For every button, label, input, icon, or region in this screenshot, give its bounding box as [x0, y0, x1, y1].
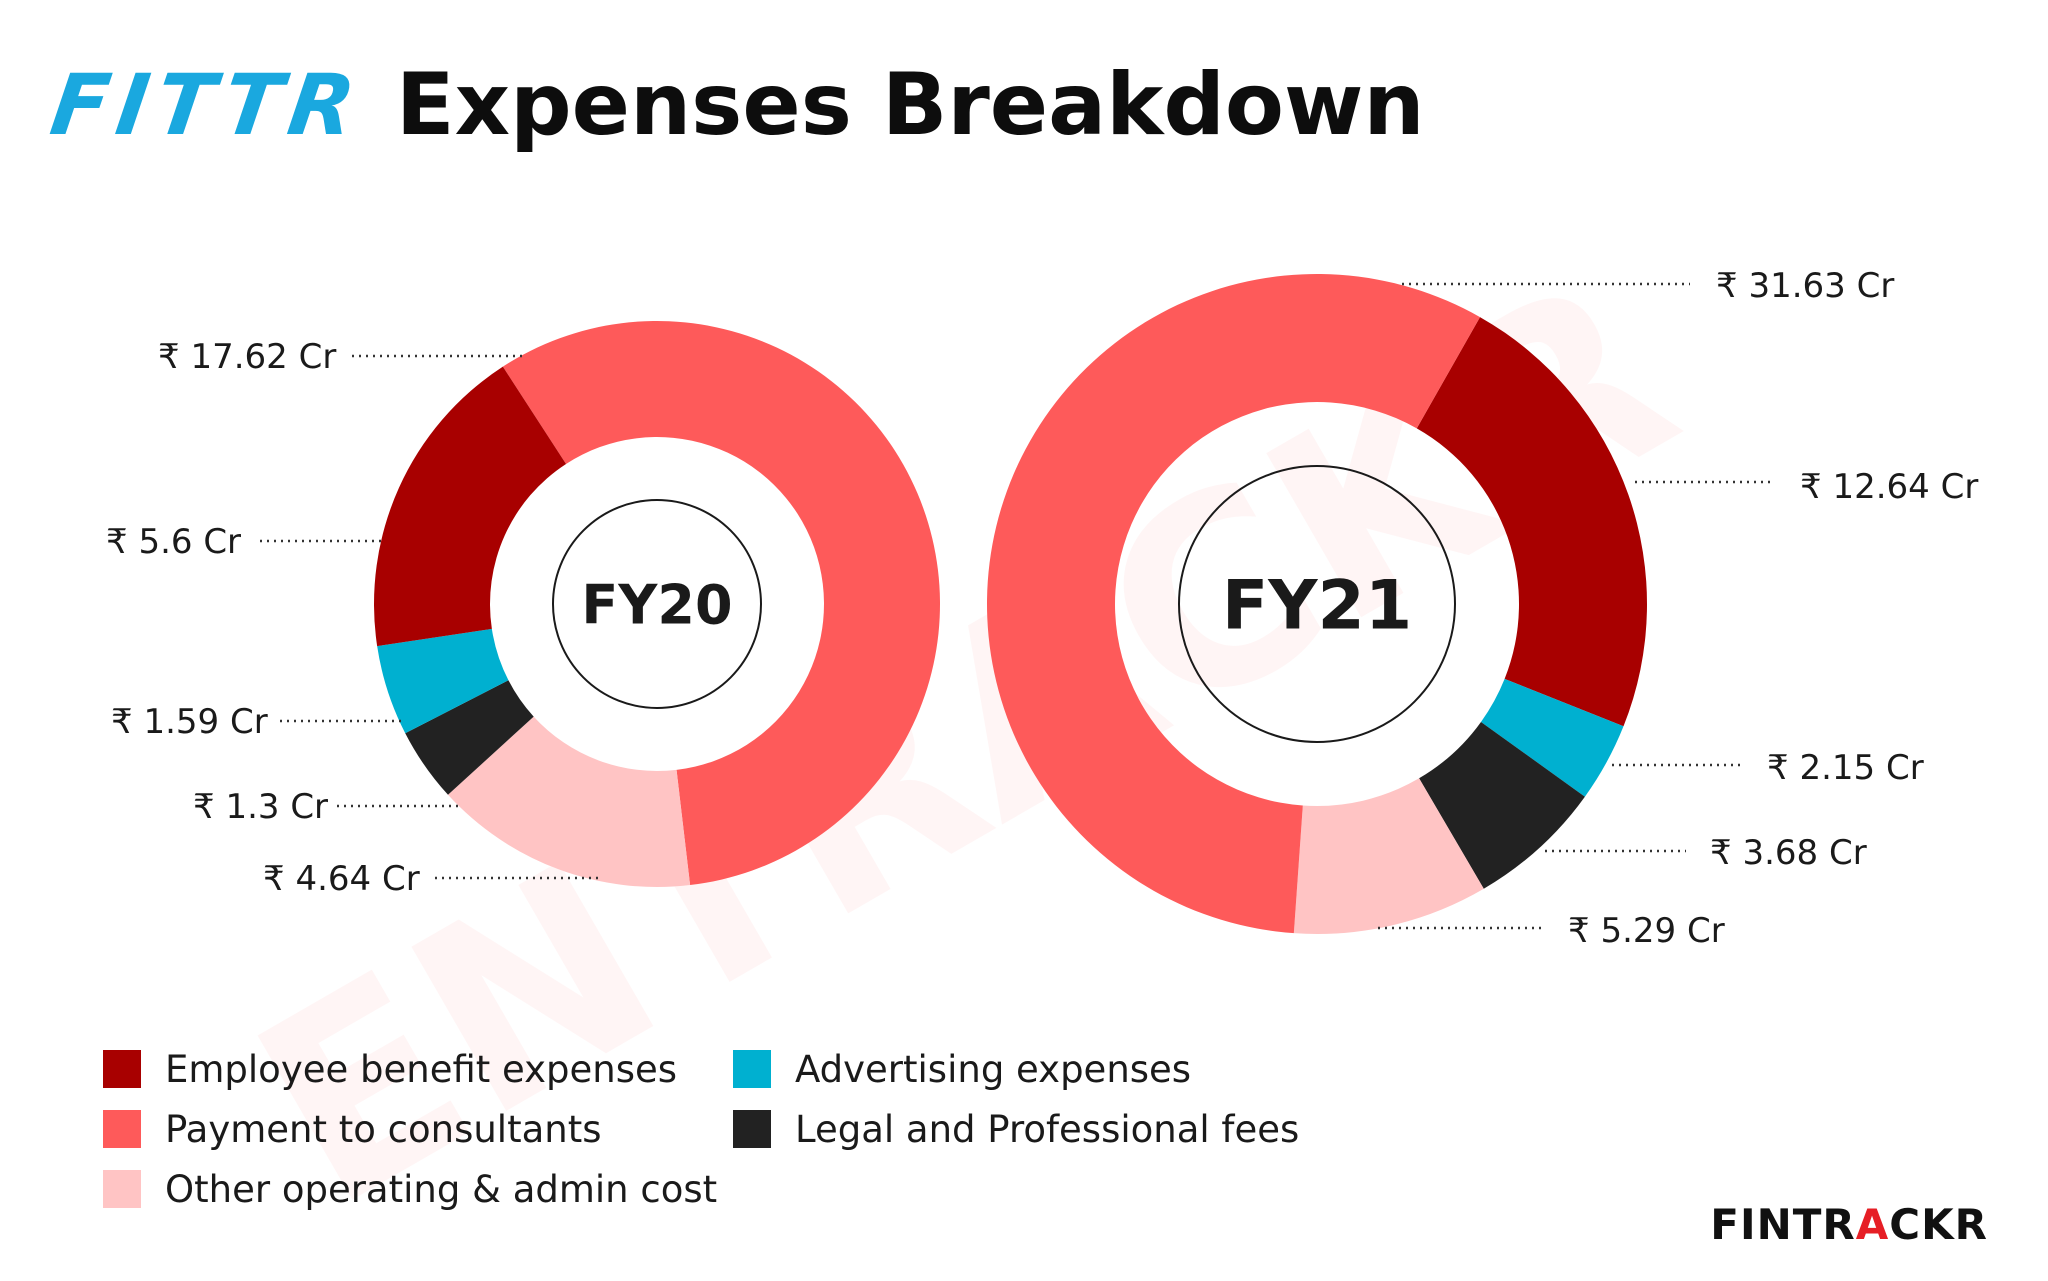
- slice-fy20-employee-benefit-expenses: [374, 366, 567, 647]
- slice-fy21-other-operating-admin-cost: [1293, 778, 1484, 934]
- legend-label-legal: Legal and Professional fees: [795, 1107, 1300, 1151]
- legend-label-advertising: Advertising expenses: [795, 1047, 1192, 1091]
- data-label-fy21-employee-benefit-expenses: ₹ 12.64 Cr: [1800, 467, 1978, 507]
- center-ring-fy20: [552, 499, 762, 709]
- data-label-fy21-other-operating-admin-cost: ₹ 5.29 Cr: [1568, 911, 1725, 951]
- slice-fy20-other-operating-admin-cost: [448, 716, 691, 887]
- fintrackr-logo-prefix: FINTR: [1710, 1200, 1856, 1249]
- page-title: Expenses Breakdown: [395, 55, 1425, 155]
- legend-item-other: Other operating & admin cost: [103, 1167, 733, 1211]
- legend-label-employee: Employee benefit expenses: [165, 1047, 678, 1091]
- slice-fy21-advertising-expenses: [1480, 678, 1624, 797]
- slice-fy21-payment-to-consultants: [986, 274, 1481, 934]
- legend-item-consultants: Payment to consultants: [103, 1107, 733, 1151]
- header: FITTR Expenses Breakdown: [45, 55, 1425, 155]
- slice-fy21-employee-benefit-expenses: [1416, 317, 1647, 727]
- data-label-fy20-advertising-expenses: ₹ 1.59 Cr: [111, 702, 268, 742]
- center-ring-fy21: [1178, 465, 1456, 743]
- data-label-fy21-legal-and-professional-fees: ₹ 3.68 Cr: [1710, 833, 1867, 873]
- slice-fy21-legal-and-professional-fees: [1419, 721, 1585, 889]
- legend-item-employee: Employee benefit expenses: [103, 1047, 733, 1091]
- slice-fy20-legal-and-professional-fees: [405, 680, 534, 795]
- donut-charts: ₹ 17.62 Cr ₹ 4.64 Cr ₹ 1.3 Cr ₹ 1.59 Cr ₹ 5.…: [106, 266, 1978, 951]
- legend-swatch-legal: [733, 1110, 771, 1148]
- data-label-fy21-advertising-expenses: ₹ 2.15 Cr: [1767, 748, 1924, 788]
- slice-fy20-advertising-expenses: [377, 628, 509, 734]
- fintrackr-logo-suffix: CKR: [1889, 1200, 1988, 1249]
- legend-item-advertising: Advertising expenses: [733, 1047, 1333, 1091]
- legend-swatch-other: [103, 1170, 141, 1208]
- center-label-fy20: FY20: [581, 573, 732, 636]
- data-label-fy20-other-operating-admin-cost: ₹ 4.64 Cr: [263, 859, 420, 899]
- legend-swatch-employee: [103, 1050, 141, 1088]
- data-label-fy20-legal-and-professional-fees: ₹ 1.3 Cr: [193, 787, 328, 827]
- data-label-fy20-employee-benefit-expenses: ₹ 5.6 Cr: [106, 522, 241, 562]
- legend-label-consultants: Payment to consultants: [165, 1107, 602, 1151]
- legend-label-other: Other operating & admin cost: [165, 1167, 718, 1211]
- center-label-fy21: FY21: [1222, 566, 1412, 645]
- fintrackr-logo: FINTRACKR: [1710, 1200, 1988, 1249]
- legend-item-legal: Legal and Professional fees: [733, 1107, 1333, 1151]
- data-label-fy21-payment-to-consultants: ₹ 31.63 Cr: [1716, 266, 1894, 306]
- data-label-fy20-payment-to-consultants: ₹ 17.62 Cr: [158, 337, 336, 377]
- legend-swatch-advertising: [733, 1050, 771, 1088]
- fintrackr-logo-accent: A: [1855, 1200, 1890, 1249]
- slice-fy20-payment-to-consultants: [502, 320, 941, 886]
- legend: Employee benefit expenses Advertising ex…: [103, 1047, 1333, 1211]
- fittr-logo: FITTR: [45, 56, 369, 154]
- legend-swatch-consultants: [103, 1110, 141, 1148]
